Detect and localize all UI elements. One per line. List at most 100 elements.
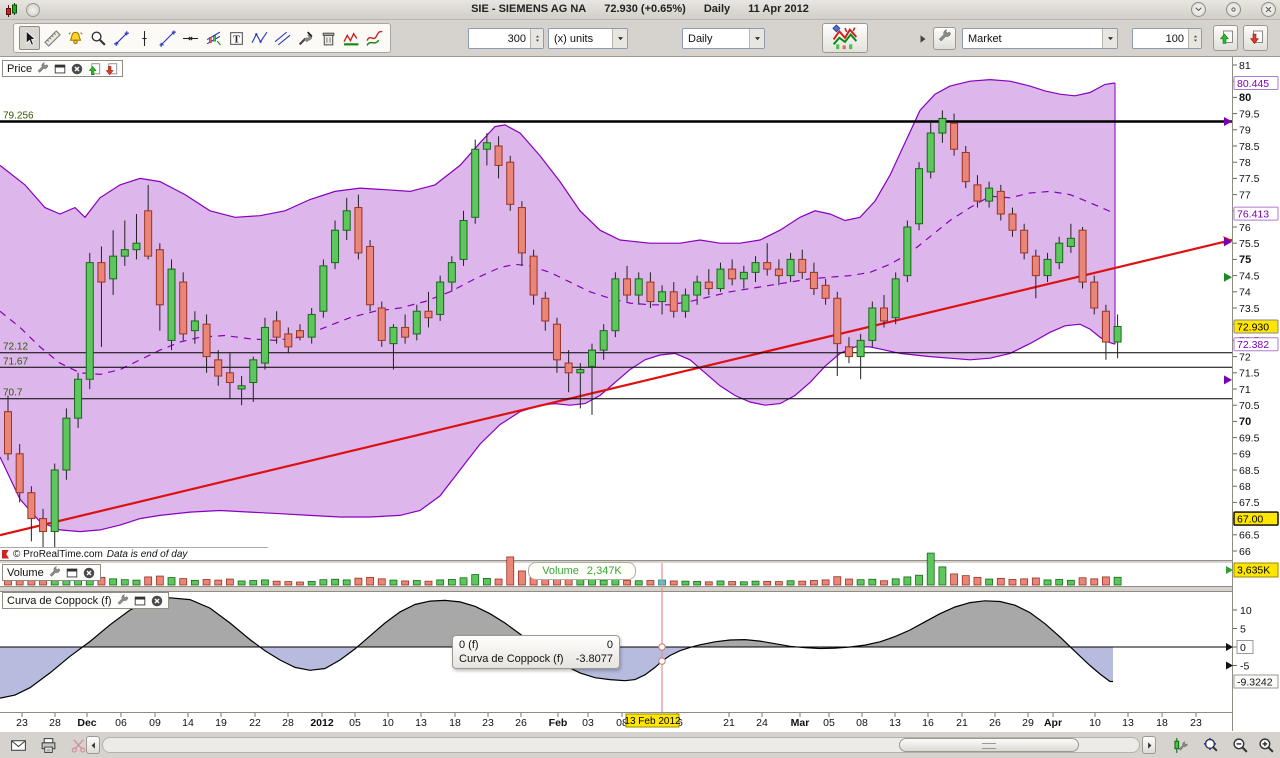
timeframe-dropdown[interactable]: Daily [682,28,765,49]
svg-text:79.256: 79.256 [3,111,34,122]
svg-text:19: 19 [215,717,227,729]
svg-text:10: 10 [382,717,394,729]
order-type-value[interactable]: Market [968,32,1002,45]
chart-hscrollbar[interactable] [102,737,1140,753]
dot-icon[interactable] [1226,2,1241,17]
panel-expand-icon[interactable] [918,34,928,44]
svg-text:68.5: 68.5 [1239,465,1260,477]
cursor-icon[interactable] [19,26,40,50]
buy-order-button[interactable] [1213,25,1238,51]
close-circle-icon[interactable] [150,594,164,608]
coppock-tooltip-name: Curva de Coppock (f) [459,653,564,665]
zoom-out-button[interactable] [1228,735,1252,755]
coppock-tooltip-zero-value: 0 [606,639,613,651]
pattern-channel-icon[interactable] [364,26,385,50]
chart-area: 79.256 72.12 71.67 70.7 23 28 Dec 06 09 14 19 22 28 2… [0,57,1280,731]
point-segment-icon[interactable] [111,26,132,50]
svg-text:28: 28 [282,717,294,729]
alarm-icon[interactable] [65,26,86,50]
window-icon[interactable] [65,566,79,580]
vertical-line-icon[interactable] [134,26,155,50]
coppock-axis-badge: -9.3242 [1237,676,1273,688]
print-button[interactable] [36,735,60,755]
email-button[interactable] [6,735,30,755]
bars-count-value[interactable]: 300 [507,32,526,45]
sell-doc-icon [1248,29,1264,48]
wrench-icon[interactable] [48,565,62,580]
order-type-dropdown[interactable]: Market [962,28,1118,49]
parallel-lines-icon[interactable] [272,26,293,50]
svg-text:28: 28 [49,717,61,729]
title-date: 11 Apr 2012 [748,3,809,15]
svg-text:72.382: 72.382 [1237,339,1269,351]
title-period: Daily [703,3,731,15]
regression-channel-icon[interactable] [203,26,224,50]
sell-order-button[interactable] [1243,25,1268,51]
svg-text:2012: 2012 [310,717,334,729]
bars-count-spinner[interactable]: 300 [468,28,544,49]
chevron-down-icon[interactable] [1191,2,1206,17]
window-icon[interactable] [53,62,67,76]
text-tool-icon[interactable]: T [226,26,247,50]
svg-text:10: 10 [1240,605,1252,617]
svg-text:23: 23 [482,717,494,729]
chevron-down-icon[interactable] [612,29,627,48]
svg-text:10: 10 [1089,717,1101,729]
doc-up-icon[interactable] [87,62,101,76]
close-circle-icon[interactable] [82,566,96,580]
wrench-icon[interactable] [116,593,130,608]
order-settings-button[interactable] [933,27,956,50]
chevron-down-icon[interactable] [1102,29,1117,48]
units-value[interactable]: (x) units [554,32,594,45]
support-levels[interactable]: 79.256 72.12 71.67 70.7 [0,111,1232,400]
window-icon[interactable] [133,594,147,608]
close-x-icon[interactable] [1261,2,1276,17]
scroll-right-button[interactable] [1142,736,1156,754]
svg-text:76: 76 [1239,222,1251,234]
hscroll-thumb[interactable] [899,738,1079,752]
zoom-fit-button[interactable] [1198,735,1222,755]
zoom-icon[interactable] [88,26,109,50]
svg-text:18: 18 [1156,717,1168,729]
title-price: 72.930 (+0.65%) [604,3,686,15]
svg-text:13: 13 [1122,717,1134,729]
zoom-in-button[interactable] [1254,735,1278,755]
window-buttons[interactable] [1191,2,1276,17]
coppock-pane-title: Curva de Coppock (f) [7,594,112,607]
wrench-icon[interactable] [36,61,50,76]
timeframe-value[interactable]: Daily [688,32,713,45]
trash-icon[interactable] [318,26,339,50]
coppock-tooltip-value: -3.8077 [575,653,613,665]
pattern-zigzag-icon[interactable] [341,26,362,50]
crosshair-date-label: 13 Feb 2012 [624,716,681,727]
trend-line-icon[interactable] [157,26,178,50]
svg-text:79: 79 [1239,125,1251,137]
scroll-left-button[interactable] [86,736,100,754]
svg-text:70.7: 70.7 [3,388,23,399]
quantity-value[interactable]: 100 [1165,32,1184,45]
spinner-arrows-icon[interactable] [530,29,543,48]
titlebar-round-button[interactable] [26,3,40,17]
close-circle-icon[interactable] [70,62,84,76]
units-dropdown[interactable]: (x) units [548,28,628,49]
svg-text:T: T [233,34,240,45]
svg-text:22: 22 [249,717,261,729]
horizontal-segment-icon[interactable] [180,26,201,50]
chevron-down-icon[interactable] [749,29,764,48]
quantity-spinner[interactable]: 100 [1132,28,1202,49]
svg-text:72: 72 [1239,351,1251,363]
svg-text:70.5: 70.5 [1239,400,1260,412]
chart-style-button[interactable] [822,23,868,53]
price-pane-header: Price [2,60,124,77]
chart-settings-button[interactable] [1168,735,1192,755]
svg-text:74.5: 74.5 [1239,270,1260,282]
spinner-arrows-icon[interactable] [1188,29,1201,48]
svg-text:68: 68 [1239,481,1251,493]
ruler-icon[interactable] [42,26,63,50]
volume-tooltip-value: 2,347K [586,565,622,577]
drawing-settings-icon[interactable] [295,26,316,50]
doc-down-icon[interactable] [104,62,118,76]
zigzag-icon[interactable] [249,26,270,50]
svg-text:09: 09 [149,717,161,729]
